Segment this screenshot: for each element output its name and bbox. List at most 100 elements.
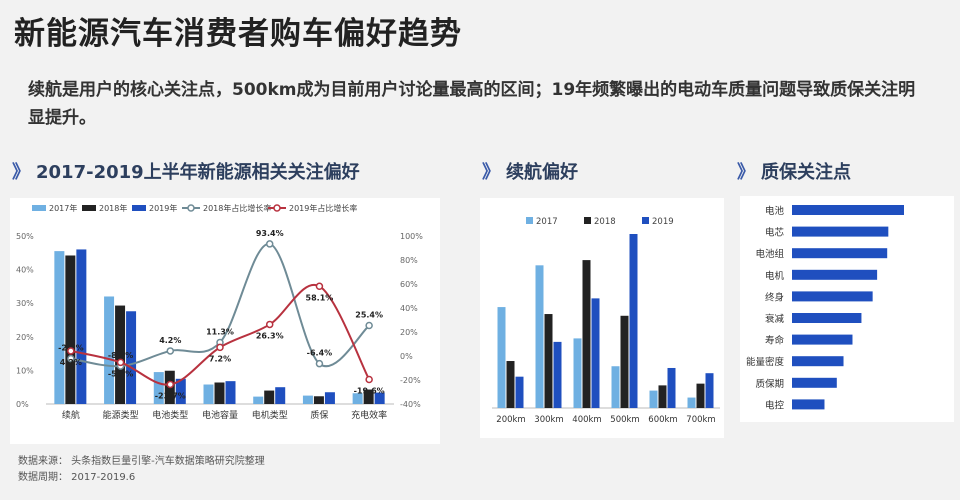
data-label: 93.4%	[256, 229, 284, 238]
y-tick-label: 电池组	[755, 248, 784, 260]
line-point	[67, 347, 75, 355]
line-point	[116, 358, 125, 367]
x-tick-label: 200km	[496, 415, 525, 425]
y-tick-label-right: 20%	[400, 328, 418, 337]
data-label: -23.7%	[155, 391, 186, 400]
data-label: -6.4%	[307, 349, 333, 358]
legend-label: 2019年占比增长率	[289, 203, 357, 213]
x-tick-label: 充电效率	[351, 409, 387, 421]
bar-衰减	[792, 313, 862, 323]
x-tick-label: 电池类型	[152, 409, 188, 421]
y-tick-label-left: 10%	[16, 366, 34, 375]
x-tick-label: 700km	[686, 415, 715, 425]
line-point	[365, 375, 373, 384]
bar-2018	[506, 361, 515, 408]
bar-2018	[658, 385, 667, 408]
bar-2017	[535, 265, 544, 408]
legend-label: 2019	[652, 217, 674, 227]
legend-label: 2017年	[49, 203, 77, 213]
bar-2017	[573, 338, 582, 408]
section-mark-icon: 》	[12, 162, 30, 183]
section-mark-icon: 》	[482, 162, 500, 183]
bar-2018	[620, 315, 629, 408]
line-point	[265, 240, 274, 248]
bar-2017年	[302, 395, 313, 404]
y-tick-label-right: 60%	[400, 280, 418, 289]
bar-2019年	[324, 392, 335, 404]
chart-panel-preferences: 0% 10% 20% 30% 40% 50% -40% -20% 0% 20% 40% 60% 80% 1…	[10, 198, 440, 444]
bar-终身	[792, 291, 873, 302]
chart-panel-range: 200km 300km 400km 500km 600km 700km 2017 2018 20…	[480, 198, 724, 438]
bar-2019	[667, 367, 676, 408]
data-label: -8.4%	[108, 351, 134, 360]
bar-2019	[591, 298, 600, 408]
data-label: 25.4%	[355, 311, 383, 320]
bar-2018年	[363, 389, 374, 404]
section-label: 质保关注点	[761, 162, 851, 183]
bar-2017	[497, 307, 506, 408]
bar-2018年	[115, 305, 126, 404]
y-tick-label: 能量密度	[746, 356, 785, 368]
bar-2017	[687, 397, 696, 408]
line-point	[166, 347, 175, 355]
line-point	[315, 359, 324, 368]
bar-电池	[792, 205, 904, 215]
y-tick-label-left: 20%	[16, 333, 34, 342]
bar-2017年	[54, 251, 65, 404]
bar-2018年	[214, 382, 225, 404]
legend-label: 2018年占比增长率	[203, 203, 271, 213]
section-title-warranty: 》质保关注点	[737, 158, 851, 184]
line-point	[365, 321, 373, 330]
bar-2018年	[264, 390, 275, 404]
x-tick-label: 300km	[534, 415, 563, 425]
x-tick-label: 电机类型	[252, 409, 288, 421]
bar-电控	[792, 399, 825, 410]
bar-寿命	[792, 334, 853, 345]
data-label: 4.2%	[159, 336, 181, 345]
y-tick-label: 质保期	[755, 378, 784, 390]
legend-marker	[187, 204, 195, 212]
preference-chart: 0% 10% 20% 30% 40% 50% -40% -20% 0% 20% 40% 60% 80% 1…	[16, 203, 423, 421]
bar-2019年	[175, 378, 186, 404]
section-mark-icon: 》	[737, 162, 755, 183]
line-point	[265, 320, 274, 329]
data-label: 7.2%	[209, 354, 231, 363]
y-tick-label-right: 0%	[400, 352, 413, 361]
bar-质保期	[792, 377, 837, 388]
bar-能量密度	[792, 356, 844, 367]
data-label: 26.3%	[256, 331, 284, 340]
bar-2017年	[352, 393, 363, 404]
line-point	[216, 343, 224, 352]
bar-2019年	[275, 387, 286, 404]
bar-2018	[544, 314, 553, 408]
bar-2017年	[203, 384, 214, 404]
bar-2017年	[104, 296, 115, 404]
y-tick-label-right: -20%	[400, 376, 421, 385]
bar-2018年	[313, 396, 324, 404]
y-tick-label: 终身	[765, 291, 784, 303]
bar-2019年	[126, 311, 137, 404]
bar-2019	[515, 376, 524, 408]
bar-2019	[629, 234, 638, 408]
footer-source: 数据来源： 头条指数巨量引擎-汽车数据策略研究院整理	[18, 456, 265, 467]
legend-marker	[273, 204, 281, 212]
y-tick-label-left: 30%	[16, 299, 34, 308]
line-point	[166, 380, 175, 389]
legend-swatch	[32, 205, 46, 211]
bar-2017年	[153, 372, 164, 404]
page-title: 新能源汽车消费者购车偏好趋势	[14, 16, 462, 52]
bar-2017年	[253, 396, 264, 404]
y-tick-label: 衰减	[765, 313, 785, 325]
legend-label: 2017	[536, 217, 558, 227]
data-label: 4.2%	[60, 358, 82, 367]
y-tick-label-left: 50%	[16, 232, 34, 241]
data-label: -19.6%	[354, 387, 385, 396]
line-point	[315, 282, 324, 291]
legend-swatch	[584, 217, 591, 224]
x-tick-label: 600km	[648, 415, 677, 425]
bar-2019年	[374, 392, 385, 404]
legend-label: 2018	[594, 217, 616, 227]
bar-2019年	[225, 381, 236, 404]
y-tick-label-left: 40%	[16, 266, 34, 275]
